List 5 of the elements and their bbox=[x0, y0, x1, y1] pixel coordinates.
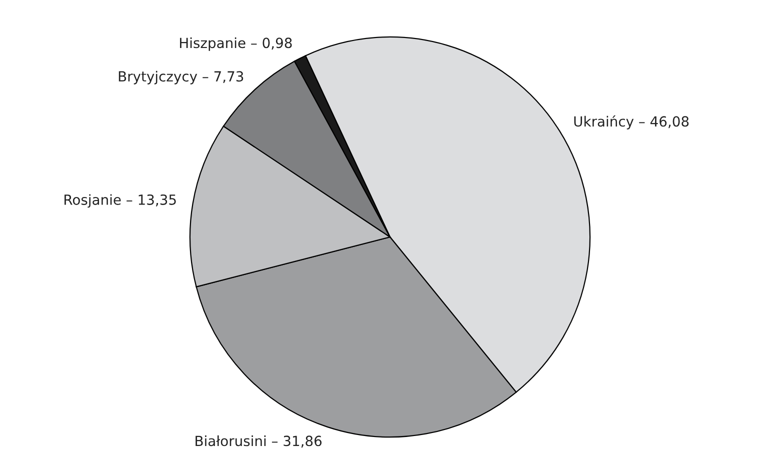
slice-label: Hiszpanie – 0,98 bbox=[180, 37, 292, 51]
slice-label: Rosjanie – 13,35 bbox=[64, 194, 176, 208]
slice-label: Brytyjczycy – 7,73 bbox=[118, 70, 244, 84]
slice-label: Białorusini – 31,86 bbox=[196, 435, 322, 448]
slice-label: Ukraińcy – 46,08 bbox=[574, 115, 689, 130]
